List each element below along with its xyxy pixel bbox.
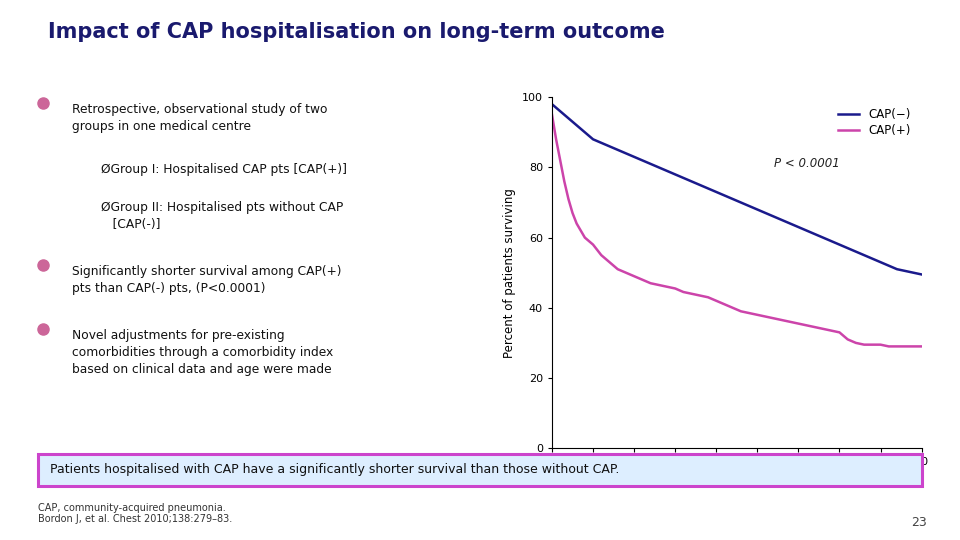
CAP(+) (851, 340, 862, 346)
CAP(+) (842, 336, 853, 342)
CAP(+) (735, 308, 747, 314)
Text: Retrospective, observational study of two
groups in one medical centre: Retrospective, observational study of tw… (72, 103, 327, 133)
CAP(+) (685, 291, 697, 297)
CAP(+) (907, 343, 919, 350)
CAP(+) (784, 319, 796, 325)
CAP(+) (703, 294, 714, 300)
X-axis label: Months: Months (714, 473, 759, 486)
Text: CAP, community-acquired pneumonia.: CAP, community-acquired pneumonia. (38, 503, 227, 514)
CAP(+) (883, 343, 895, 350)
Line: CAP(+): CAP(+) (552, 114, 922, 347)
CAP(+) (550, 136, 562, 143)
CAP(−) (636, 157, 648, 164)
Text: ØGroup II: Hospitalised pts without CAP
   [CAP(-)]: ØGroup II: Hospitalised pts without CAP … (101, 201, 343, 231)
CAP(+) (916, 343, 927, 350)
CAP(+) (743, 310, 755, 316)
CAP(+) (559, 178, 570, 185)
CAP(+) (801, 322, 812, 328)
CAP(+) (636, 276, 648, 283)
CAP(+) (612, 266, 623, 272)
CAP(−) (907, 269, 919, 276)
Text: P < 0.0001: P < 0.0001 (774, 157, 839, 171)
CAP(−) (595, 139, 607, 146)
CAP(+) (833, 329, 845, 335)
CAP(+) (575, 227, 587, 234)
CAP(+) (727, 305, 738, 311)
CAP(+) (875, 341, 886, 348)
Y-axis label: Percent of patients surviving: Percent of patients surviving (503, 188, 516, 357)
Text: Patients hospitalised with CAP have a significantly shorter survival than those : Patients hospitalised with CAP have a si… (50, 463, 619, 476)
CAP(+) (546, 111, 558, 118)
CAP(+) (710, 298, 722, 304)
CAP(+) (620, 269, 632, 276)
CAP(+) (768, 315, 780, 321)
CAP(+) (563, 195, 574, 202)
CAP(+) (669, 285, 681, 292)
CAP(+) (817, 326, 828, 332)
Line: CAP(−): CAP(−) (552, 104, 922, 274)
CAP(−) (777, 217, 788, 223)
CAP(+) (809, 324, 821, 330)
Text: ØGroup I: Hospitalised CAP pts [CAP(+)]: ØGroup I: Hospitalised CAP pts [CAP(+)] (101, 163, 347, 176)
Text: Novel adjustments for pre-existing
comorbidities through a comorbidity index
bas: Novel adjustments for pre-existing comor… (72, 329, 333, 376)
Text: 23: 23 (911, 516, 926, 529)
CAP(+) (900, 343, 911, 350)
CAP(+) (566, 210, 578, 216)
CAP(+) (604, 259, 615, 265)
CAP(+) (891, 343, 902, 350)
CAP(+) (661, 284, 673, 290)
CAP(−) (801, 227, 812, 234)
CAP(+) (826, 327, 837, 334)
CAP(+) (571, 220, 583, 227)
CAP(+) (645, 280, 657, 286)
CAP(+) (595, 252, 607, 258)
CAP(−) (546, 101, 558, 107)
CAP(+) (694, 292, 706, 299)
CAP(−) (629, 153, 640, 160)
CAP(+) (719, 301, 731, 307)
CAP(+) (867, 341, 878, 348)
CAP(+) (579, 234, 590, 241)
CAP(+) (752, 312, 763, 318)
Legend: CAP(−), CAP(+): CAP(−), CAP(+) (833, 103, 916, 142)
CAP(+) (678, 289, 689, 295)
CAP(−) (916, 271, 927, 278)
Text: Significantly shorter survival among CAP(+)
pts than CAP(-) pts, (P<0.0001): Significantly shorter survival among CAP… (72, 265, 342, 295)
Text: Bordon J, et al. Chest 2010;138:279–83.: Bordon J, et al. Chest 2010;138:279–83. (38, 514, 232, 524)
CAP(+) (588, 241, 599, 248)
CAP(+) (629, 273, 640, 280)
Text: Impact of CAP hospitalisation on long-term outcome: Impact of CAP hospitalisation on long-te… (48, 22, 665, 42)
CAP(+) (793, 320, 804, 327)
CAP(+) (555, 157, 566, 164)
CAP(+) (858, 341, 870, 348)
CAP(+) (777, 317, 788, 323)
CAP(+) (653, 282, 664, 288)
CAP(+) (759, 313, 771, 320)
